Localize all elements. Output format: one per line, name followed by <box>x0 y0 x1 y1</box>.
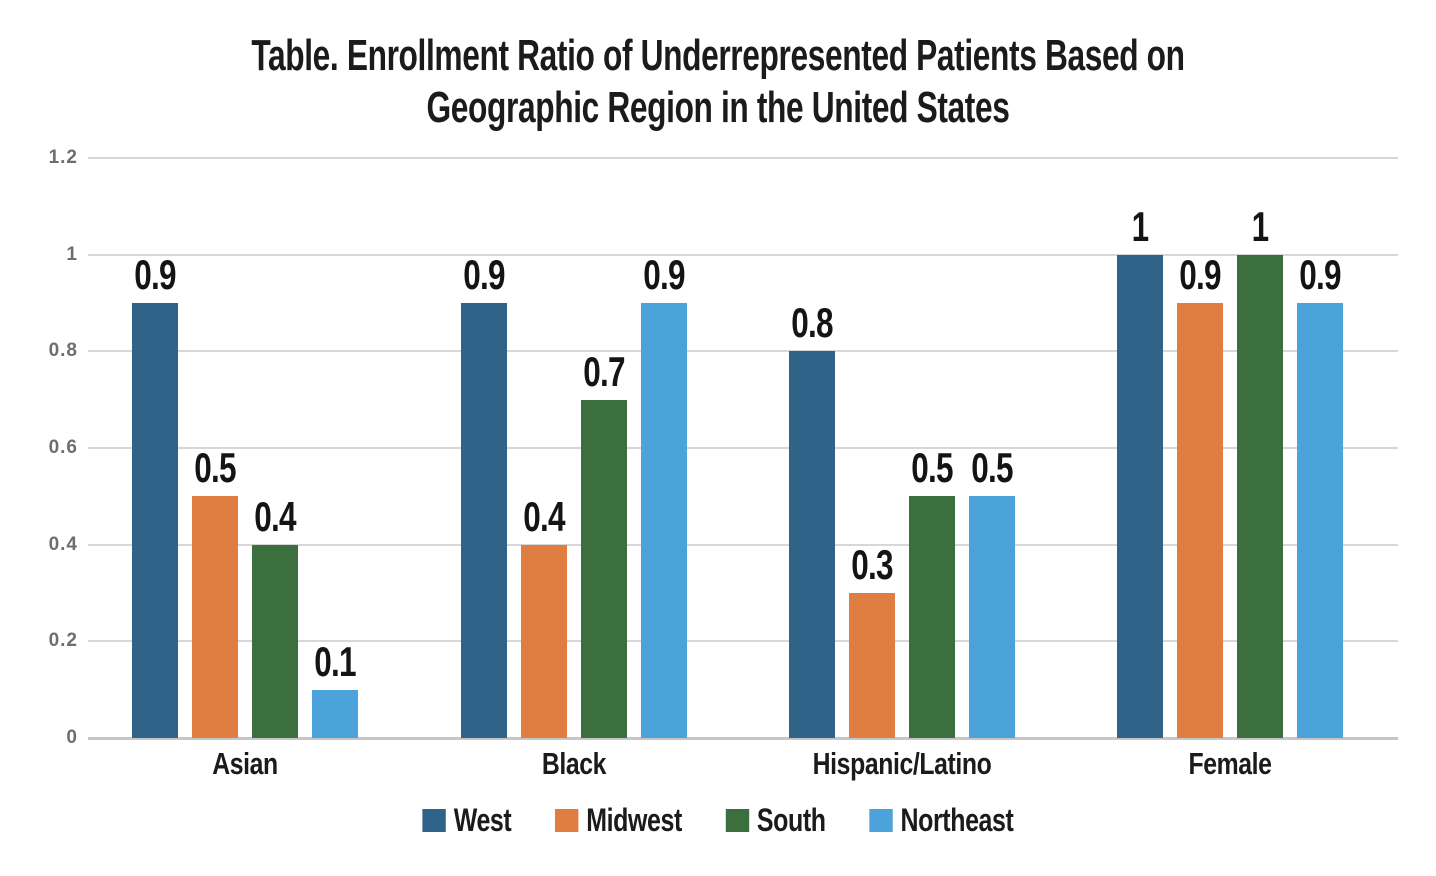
bar-hispanic-latino-northeast <box>969 496 1015 738</box>
chart-title: Table. Enrollment Ratio of Underrepresen… <box>207 30 1229 134</box>
bar-value-label: 1 <box>1251 202 1270 250</box>
legend-swatch-midwest-icon <box>555 808 579 832</box>
grid-line <box>88 543 1398 546</box>
category-label-hispanic-latino: Hispanic/Latino <box>812 746 992 781</box>
y-axis-tick-label: 0.4 <box>48 533 78 555</box>
grid-line <box>88 350 1398 353</box>
bar-black-midwest <box>521 544 567 738</box>
grid-line <box>88 157 1398 159</box>
bar-value-label: 0.4 <box>254 492 296 540</box>
bar-value-label: 0.3 <box>851 541 893 588</box>
legend-label: Northeast <box>900 801 1014 838</box>
bar-value-label: 0.8 <box>791 299 833 347</box>
x-axis-line <box>88 737 1398 740</box>
bar-value-label: 0.5 <box>971 444 1013 492</box>
bar-hispanic-latino-midwest <box>849 593 895 738</box>
legend-item-south: South <box>725 801 826 839</box>
bar-value-label: 0.1 <box>314 637 356 685</box>
y-axis-tick-label: 0 <box>66 727 78 748</box>
chart-title-line1: Table. Enrollment Ratio of Underrepresen… <box>251 31 1185 80</box>
bar-female-south <box>1237 254 1283 738</box>
grid-line <box>88 447 1398 449</box>
category-label-asian: Asian <box>212 746 278 781</box>
legend-label: West <box>453 801 512 838</box>
bar-black-west <box>461 303 507 738</box>
y-axis-tick-label: 0.2 <box>48 630 78 652</box>
bar-value-label: 0.7 <box>583 347 625 395</box>
chart-legend: West Midwest South Northeast <box>158 797 1278 843</box>
y-axis-tick-label: 1 <box>66 243 78 265</box>
category-label-black: Black <box>541 746 607 781</box>
bar-value-label: 0.9 <box>643 251 685 298</box>
bar-female-northeast <box>1297 303 1343 738</box>
bar-asian-northeast <box>312 689 358 738</box>
bar-value-label: 0.5 <box>194 444 236 492</box>
y-axis-tick-label: 0.8 <box>48 340 78 362</box>
bar-value-label: 0.4 <box>523 492 565 540</box>
bar-asian-midwest <box>192 496 238 738</box>
bar-asian-west <box>132 303 178 738</box>
bar-value-label: 1 <box>1131 202 1150 250</box>
bar-female-west <box>1117 254 1163 738</box>
bar-female-midwest <box>1177 303 1223 738</box>
legend-swatch-south-icon <box>725 808 750 832</box>
grid-line <box>88 640 1398 643</box>
legend-swatch-west-icon <box>422 808 446 832</box>
bar-hispanic-latino-south <box>909 496 955 738</box>
bar-value-label: 0.9 <box>134 251 176 298</box>
bar-hispanic-latino-west <box>789 351 835 738</box>
category-label-female: Female <box>1188 746 1272 781</box>
legend-item-northeast: Northeast <box>869 801 1014 839</box>
legend-label: South <box>756 801 826 838</box>
bar-value-label: 0.9 <box>463 251 505 298</box>
legend-item-west: West <box>422 801 512 839</box>
legend-swatch-northeast-icon <box>869 808 893 832</box>
bar-value-label: 0.5 <box>911 444 953 492</box>
bar-asian-south <box>252 544 298 738</box>
bar-black-northeast <box>641 303 687 738</box>
bar-black-south <box>581 399 627 738</box>
y-axis-tick-label: 1.2 <box>48 147 78 168</box>
bar-value-label: 0.9 <box>1299 251 1341 298</box>
y-axis-tick-label: 0.6 <box>48 437 78 458</box>
chart-title-line2: Geographic Region in the United States <box>426 83 1010 132</box>
grid-line <box>88 253 1398 256</box>
legend-item-midwest: Midwest <box>555 802 682 839</box>
legend-label: Midwest <box>586 801 682 838</box>
bar-value-label: 0.9 <box>1179 251 1221 298</box>
